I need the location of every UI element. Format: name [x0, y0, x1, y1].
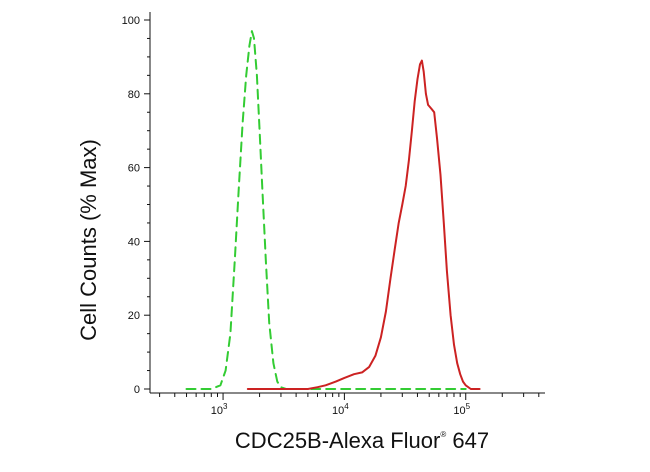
series-line-1	[246, 59, 481, 390]
y-tick-label-80: 80	[128, 89, 140, 101]
x-axis-title-main: CDC25B-Alexa Fluor	[235, 428, 440, 453]
y-tick-label-60: 60	[128, 163, 140, 175]
x-tick-label-100000: 105	[453, 402, 470, 417]
x-tick-label-1000: 103	[211, 402, 228, 417]
x-tick-label-10000: 104	[332, 402, 349, 417]
y-tick-label-100: 100	[122, 15, 140, 27]
plot-series-group	[185, 30, 481, 390]
y-ticks-group: 0 20 40 60 80 100	[122, 15, 150, 396]
x-ticks-group: 103 104 105	[159, 393, 540, 417]
y-axis-title: Cell Counts (% Max)	[76, 139, 101, 341]
y-tick-label-0: 0	[134, 384, 140, 396]
series-line-0	[185, 30, 467, 390]
x-axis-title: CDC25B-Alexa Fluor® 647	[235, 428, 489, 453]
y-tick-label-40: 40	[128, 236, 140, 248]
axes-group	[149, 12, 545, 394]
x-axis-title-superscript: ®	[440, 430, 446, 439]
y-tick-label-20: 20	[128, 310, 140, 322]
x-axis-title-suffix: 647	[446, 428, 489, 453]
